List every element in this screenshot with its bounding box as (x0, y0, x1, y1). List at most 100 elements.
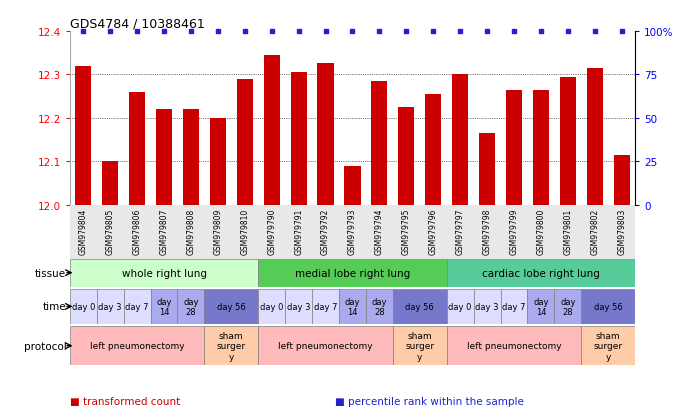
Text: sham
surger
y: sham surger y (406, 331, 434, 361)
Text: GSM979797: GSM979797 (456, 208, 465, 254)
Bar (506, 90, 522, 205)
Bar (205, 289, 258, 324)
Text: left pneumonectomy: left pneumonectomy (279, 342, 373, 350)
Bar (554, 289, 581, 324)
Bar (102, 162, 118, 205)
Text: day 3: day 3 (287, 302, 311, 311)
Bar (75, 66, 91, 205)
Bar (177, 289, 205, 324)
Bar (500, 289, 528, 324)
Bar (581, 289, 635, 324)
Bar (129, 93, 145, 205)
Text: GSM979800: GSM979800 (537, 208, 545, 254)
Bar (258, 289, 285, 324)
Text: GSM979803: GSM979803 (617, 208, 626, 254)
Bar (237, 79, 253, 205)
Text: sham
surger
y: sham surger y (594, 331, 623, 361)
Text: left pneumonectomy: left pneumonectomy (467, 342, 561, 350)
Bar (70, 289, 97, 324)
Bar (344, 166, 361, 205)
Text: day 3: day 3 (98, 302, 122, 311)
Bar (339, 289, 366, 324)
Text: GSM979795: GSM979795 (402, 208, 411, 254)
Text: ■ transformed count: ■ transformed count (70, 396, 180, 406)
Text: GSM979799: GSM979799 (510, 208, 519, 254)
Text: day
28: day 28 (183, 297, 199, 316)
Text: left pneumonectomy: left pneumonectomy (90, 342, 184, 350)
Bar (581, 326, 635, 366)
Bar (70, 259, 258, 287)
Bar (447, 259, 635, 287)
Text: GSM979804: GSM979804 (79, 208, 88, 254)
Bar (447, 289, 474, 324)
Bar (290, 73, 306, 205)
Bar (560, 77, 576, 205)
Text: GSM979809: GSM979809 (214, 208, 223, 254)
Text: day
28: day 28 (560, 297, 576, 316)
Bar (156, 110, 172, 205)
Text: GSM979802: GSM979802 (591, 208, 600, 254)
Text: day
14: day 14 (533, 297, 549, 316)
Text: GSM979805: GSM979805 (105, 208, 114, 254)
Text: GSM979791: GSM979791 (294, 208, 303, 254)
Text: GDS4784 / 10388461: GDS4784 / 10388461 (70, 18, 205, 31)
Text: day 0: day 0 (260, 302, 283, 311)
Bar (479, 134, 495, 205)
Bar (528, 289, 554, 324)
Bar (285, 289, 312, 324)
Text: day 3: day 3 (475, 302, 499, 311)
Bar (533, 90, 549, 205)
Text: day 7: day 7 (126, 302, 149, 311)
Bar (258, 259, 447, 287)
Bar (474, 289, 500, 324)
Text: day 56: day 56 (406, 302, 434, 311)
Text: GSM979801: GSM979801 (563, 208, 572, 254)
Bar (366, 289, 393, 324)
Bar (312, 289, 339, 324)
Text: day 0: day 0 (449, 302, 472, 311)
Bar (393, 289, 447, 324)
Text: ■ percentile rank within the sample: ■ percentile rank within the sample (335, 396, 524, 406)
Text: whole right lung: whole right lung (121, 268, 207, 278)
Bar (70, 326, 205, 366)
Text: GSM979796: GSM979796 (429, 208, 438, 254)
Text: day
28: day 28 (371, 297, 387, 316)
Text: GSM979807: GSM979807 (160, 208, 168, 254)
Bar (399, 108, 415, 205)
Bar (258, 326, 393, 366)
Bar (587, 69, 603, 205)
Text: GSM979798: GSM979798 (482, 208, 491, 254)
Bar (425, 95, 441, 205)
Text: GSM979793: GSM979793 (348, 208, 357, 254)
Text: GSM979806: GSM979806 (133, 208, 142, 254)
Text: tissue: tissue (35, 268, 66, 278)
Text: day 7: day 7 (503, 302, 526, 311)
Bar (205, 326, 258, 366)
Bar (124, 289, 151, 324)
Text: GSM979792: GSM979792 (321, 208, 330, 254)
Text: GSM979790: GSM979790 (267, 208, 276, 254)
Text: cardiac lobe right lung: cardiac lobe right lung (482, 268, 600, 278)
Text: day 56: day 56 (217, 302, 246, 311)
Bar (97, 289, 124, 324)
Text: day 56: day 56 (594, 302, 623, 311)
Text: day
14: day 14 (345, 297, 360, 316)
Bar (210, 119, 226, 205)
Bar (318, 64, 334, 205)
Bar (183, 110, 199, 205)
Text: protocol: protocol (24, 341, 66, 351)
Text: day 7: day 7 (314, 302, 337, 311)
Text: day 0: day 0 (72, 302, 95, 311)
Bar (371, 82, 387, 205)
Bar (151, 289, 177, 324)
Bar (264, 56, 280, 205)
Text: GSM979794: GSM979794 (375, 208, 384, 254)
Text: time: time (43, 301, 66, 312)
Bar (447, 326, 581, 366)
Text: sham
surger
y: sham surger y (217, 331, 246, 361)
Bar (393, 326, 447, 366)
Bar (614, 155, 630, 205)
Text: GSM979810: GSM979810 (240, 208, 249, 254)
Text: medial lobe right lung: medial lobe right lung (295, 268, 410, 278)
Text: GSM979808: GSM979808 (186, 208, 195, 254)
